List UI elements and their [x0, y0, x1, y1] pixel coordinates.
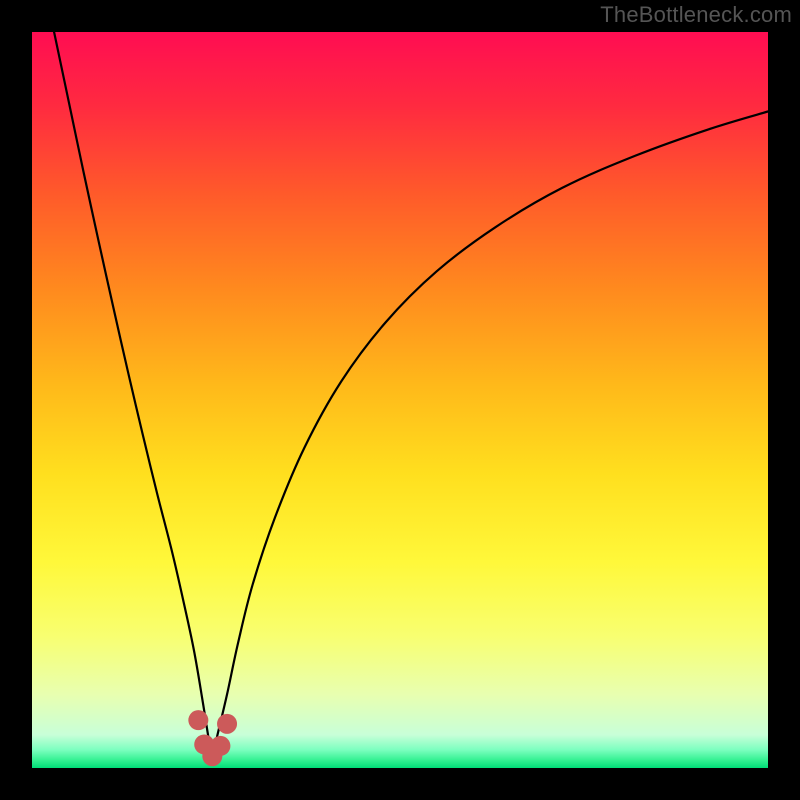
gradient-background [32, 32, 768, 768]
chart-container: TheBottleneck.com [0, 0, 800, 800]
valley-marker [217, 714, 237, 734]
valley-marker [210, 736, 230, 756]
watermark-text: TheBottleneck.com [600, 2, 792, 28]
valley-marker [188, 710, 208, 730]
bottleneck-curve-chart [0, 0, 800, 800]
